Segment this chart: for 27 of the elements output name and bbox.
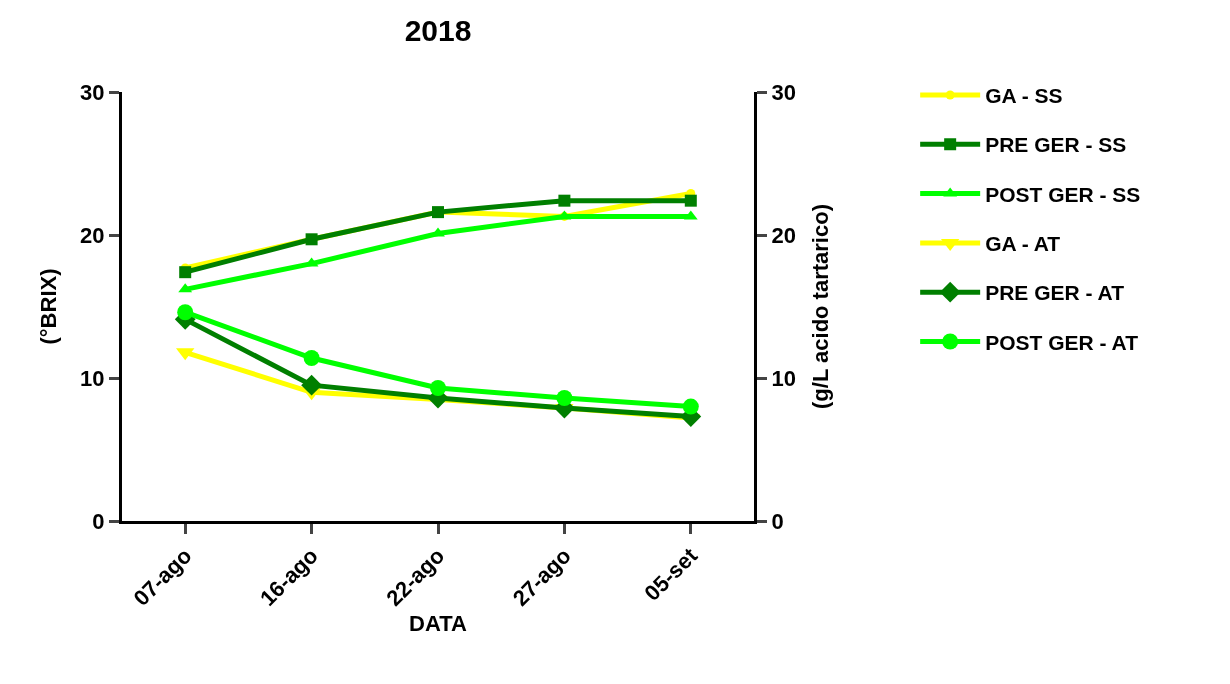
y2-tick-label: 0 [771, 508, 784, 534]
y-tick-label: 10 [80, 365, 105, 391]
y-axis-title: (°BRIX) [35, 268, 61, 345]
legend-label: POST GER - SS [985, 182, 1141, 206]
point [430, 380, 446, 396]
point [558, 194, 571, 207]
point [303, 349, 320, 366]
legend-label: GA - SS [985, 84, 1063, 108]
y2-tick-label: 20 [771, 222, 796, 248]
point [556, 390, 573, 407]
point [682, 398, 699, 415]
x-axis-title: DATA [409, 610, 468, 636]
y-tick-label: 20 [80, 222, 105, 248]
y2-tick-label: 10 [771, 365, 796, 391]
point [301, 374, 322, 396]
legend-label: PRE GER - SS [985, 133, 1127, 157]
legend-label: GA - AT [985, 232, 1061, 256]
y-tick-label: 0 [92, 508, 105, 534]
legend-label: PRE GER - AT [985, 281, 1125, 305]
legend-label: POST GER - AT [985, 330, 1139, 354]
chart-title: 2018 [404, 14, 472, 48]
point [179, 266, 192, 279]
y2-tick-label: 30 [771, 79, 796, 105]
point [684, 194, 697, 207]
y-tick-label: 30 [80, 79, 105, 105]
y2-axis-title: (g/L acido tartarico) [807, 204, 833, 409]
point [177, 304, 194, 321]
